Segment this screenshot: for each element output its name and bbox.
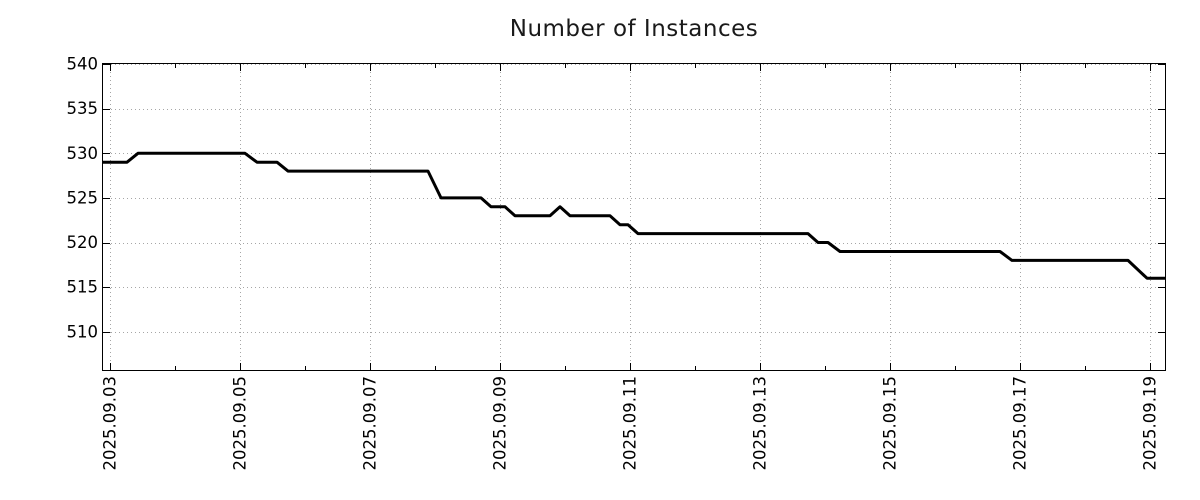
y-tick-label: 540 [67,55,99,74]
x-tick-label: 2025.09.19 [1140,376,1159,470]
x-tick-label: 2025.09.17 [1010,376,1029,470]
x-tick-label: 2025.09.11 [621,376,640,470]
y-tick-label: 525 [67,188,99,207]
x-tick-label: 2025.09.03 [101,376,120,470]
y-tick-label: 515 [67,278,99,297]
plot-border [102,63,1166,371]
y-tick-label: 520 [67,233,99,252]
x-tick-label: 2025.09.07 [361,376,380,470]
chart-title: Number of Instances [509,16,759,42]
x-tick-label: 2025.09.09 [491,376,510,470]
x-tick-label: 2025.09.13 [750,376,769,470]
series-line [103,151,1165,280]
y-tick-label: 530 [67,144,99,163]
x-tick-label: 2025.09.05 [231,376,250,470]
x-tick-label: 2025.09.15 [880,376,899,470]
y-tick-label: 535 [67,99,99,118]
y-tick-label: 510 [67,322,99,341]
